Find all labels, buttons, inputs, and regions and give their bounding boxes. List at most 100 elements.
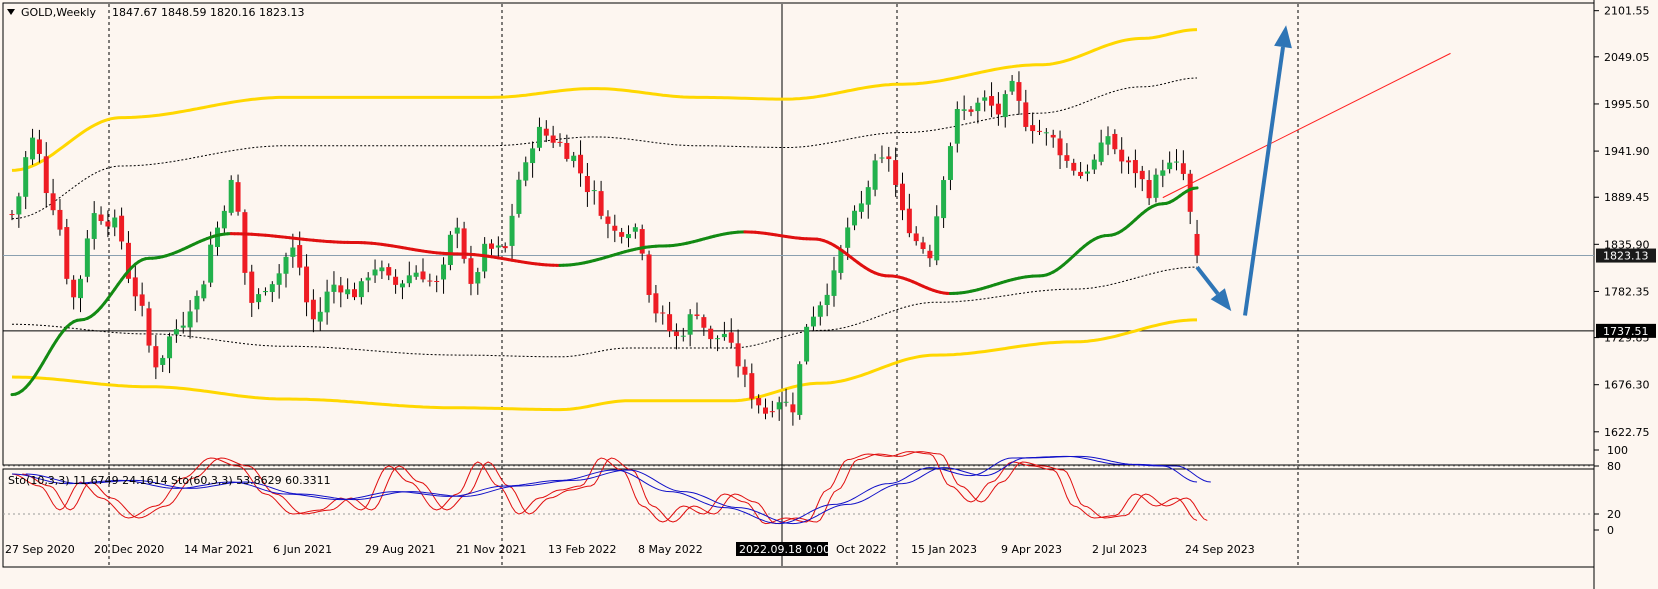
candle-bull xyxy=(797,364,803,415)
up-arrow-head xyxy=(1274,25,1292,49)
candle-bull xyxy=(776,402,782,410)
candle-bull xyxy=(831,270,837,296)
candle-bear xyxy=(242,212,248,273)
candle-bear xyxy=(790,404,796,413)
candle-bear xyxy=(146,308,152,346)
time-tick-label: 24 Sep 2023 xyxy=(1185,543,1255,556)
candle-bear xyxy=(502,246,508,249)
candle-bull xyxy=(810,316,816,327)
stochastic-tick-label: 20 xyxy=(1607,508,1621,521)
price-tick-label: 1782.35 xyxy=(1604,285,1650,298)
candle-bear xyxy=(886,156,892,160)
candle-bear xyxy=(249,271,255,303)
candle-bull xyxy=(276,273,282,285)
candle-bull xyxy=(317,311,323,322)
candle-bull xyxy=(256,294,262,303)
candle-bear xyxy=(701,317,707,328)
candle-bear xyxy=(756,398,762,406)
drawings[interactable] xyxy=(1162,25,1451,316)
price-tick-label: 2101.55 xyxy=(1604,5,1650,18)
stochastic-slow-main xyxy=(11,455,1198,525)
moving-average xyxy=(10,186,1199,397)
candle-bull xyxy=(1153,174,1159,198)
candle-bull xyxy=(413,272,419,277)
candle-bear xyxy=(708,328,714,340)
candle-bear xyxy=(564,142,570,159)
time-tick-label: 2 Jul 2023 xyxy=(1092,543,1147,556)
candle-bull xyxy=(112,217,118,228)
candle-bear xyxy=(9,214,15,216)
candle-bull xyxy=(201,284,207,299)
candle-bear xyxy=(673,331,679,337)
candle-bull xyxy=(454,227,460,234)
candle-bull xyxy=(91,213,97,239)
candle-bear xyxy=(64,227,70,279)
candle-bear xyxy=(1078,171,1084,177)
candle-bear xyxy=(386,267,392,276)
candle-bull xyxy=(865,187,871,205)
candle-bear xyxy=(1023,102,1029,127)
candle-bear xyxy=(1112,133,1118,150)
candle-bull xyxy=(817,305,823,317)
candle-bull xyxy=(858,203,864,212)
candle-bear xyxy=(578,154,584,174)
candle-bull xyxy=(941,180,947,219)
candle-bull xyxy=(838,249,844,273)
candle-bear xyxy=(619,232,625,237)
price-tick-label: 1889.45 xyxy=(1604,191,1650,204)
candle-bull xyxy=(934,216,940,261)
candle-bear xyxy=(913,233,919,242)
candle-bear xyxy=(989,96,995,106)
candle-bull xyxy=(804,326,810,362)
candle-bear xyxy=(1132,160,1138,174)
candle-bear xyxy=(742,366,748,375)
candle-bear xyxy=(968,109,974,112)
candle-bull xyxy=(824,294,830,305)
time-tick-label: 21 Nov 2021 xyxy=(456,543,526,556)
candle-bear xyxy=(420,271,426,280)
candle-bear xyxy=(310,299,316,320)
candle-bull xyxy=(399,283,405,288)
candle-bear xyxy=(468,258,474,284)
candle-bull xyxy=(852,210,858,226)
candle-bear xyxy=(1064,155,1070,161)
collapse-triangle-icon[interactable] xyxy=(7,9,15,15)
candle-bear xyxy=(1016,82,1022,101)
candle-bull xyxy=(441,264,447,280)
candle-bear xyxy=(900,183,905,211)
candle-bear xyxy=(1187,173,1193,212)
candle-bear xyxy=(139,294,145,306)
candle-bull xyxy=(626,234,631,239)
candle-bear xyxy=(1139,170,1145,180)
candle-bull xyxy=(269,284,275,293)
down-arrow xyxy=(1195,265,1220,295)
stochastic-fast-main xyxy=(11,451,1198,525)
candle-bear xyxy=(995,103,1001,115)
candle-bear xyxy=(1037,130,1042,132)
candle-bear xyxy=(57,209,63,230)
time-tick-label: 14 Mar 2021 xyxy=(184,543,254,556)
candle-bull xyxy=(173,329,179,335)
time-tick-label: 29 Aug 2021 xyxy=(365,543,435,556)
candle-bear xyxy=(694,314,700,316)
crosshair-time-box xyxy=(736,542,828,556)
candle-bear xyxy=(338,285,344,293)
vertical-grid xyxy=(3,4,1594,566)
candle-bear xyxy=(98,214,104,222)
candle-bull xyxy=(283,256,289,274)
candle-bear xyxy=(749,373,755,399)
last-price-tag-box xyxy=(1596,248,1656,263)
channel-bands xyxy=(11,28,1198,412)
candle-bear xyxy=(557,141,563,143)
candle-bull xyxy=(194,295,200,310)
candle-bull xyxy=(324,291,330,313)
candle-bear xyxy=(1057,138,1063,156)
trend-line xyxy=(1162,52,1451,199)
chart-symbol: GOLD,Weekly xyxy=(21,6,96,19)
stochastic-label: Sto(10,3,3) 11.6749 24.1614 Sto(60,3,3) … xyxy=(8,474,331,487)
candle-bull xyxy=(1009,80,1015,92)
candle-bull xyxy=(1160,170,1166,176)
candle-bull xyxy=(1091,159,1097,170)
candle-bull xyxy=(523,162,529,181)
